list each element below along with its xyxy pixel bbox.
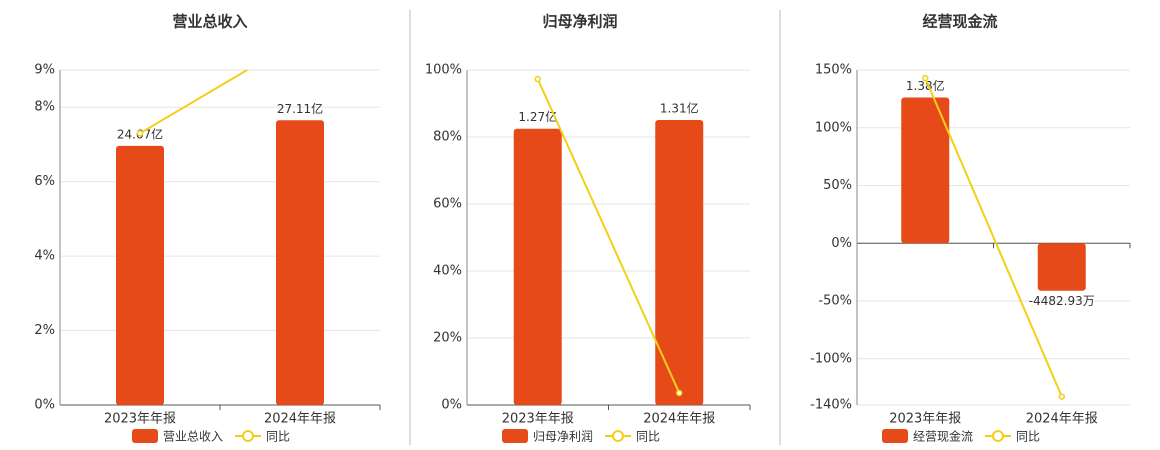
y-tick-label: 2% (34, 323, 55, 338)
y-tick-label: 9% (34, 63, 55, 78)
y-tick-label: 100% (425, 63, 462, 78)
y-tick-label: 6% (34, 174, 55, 189)
value-label: -4482.93万 (1029, 294, 1095, 308)
x-tick-label: 2023年年报 (502, 412, 574, 427)
legend-label: 同比 (266, 430, 290, 444)
legend-label: 营业总收入 (163, 430, 223, 444)
value-label: 1.38亿 (906, 78, 945, 93)
chart-title: 归母净利润 (542, 13, 617, 31)
x-tick-label: 2024年年报 (264, 412, 336, 427)
x-tick-label: 2024年年报 (643, 412, 715, 427)
y-tick-label: 8% (34, 100, 55, 115)
bar (116, 145, 164, 405)
y-tick-label: 100% (815, 120, 852, 135)
line (924, 77, 1063, 397)
line-point (1058, 393, 1065, 400)
y-tick-label: 80% (433, 130, 462, 145)
y-tick-label: 4% (34, 249, 55, 264)
y-tick-label: 0% (34, 398, 55, 413)
y-tick-label: 50% (823, 178, 852, 193)
legend-swatch (882, 429, 908, 443)
y-tick-label: 0% (441, 398, 462, 413)
chart-title: 经营现金流 (922, 13, 997, 31)
legend-label: 经营现金流 (913, 429, 973, 444)
legend-swatch (242, 430, 254, 442)
y-tick-label: 0% (831, 236, 852, 251)
legend-swatch (502, 429, 528, 443)
bar (1037, 243, 1086, 291)
x-tick-label: 2024年年报 (1026, 412, 1098, 427)
line (139, 70, 250, 135)
x-tick-label: 2023年年报 (889, 412, 961, 427)
line-point (922, 74, 929, 82)
line (536, 78, 681, 394)
bar (655, 120, 704, 405)
bar (276, 120, 324, 406)
value-label: 1.31亿 (660, 101, 699, 116)
chart-title: 营业总收入 (172, 13, 247, 31)
line-point (534, 75, 541, 83)
y-tick-label: 150% (815, 63, 852, 78)
x-tick-label: 2023年年报 (104, 412, 176, 427)
y-tick-label: 40% (433, 264, 462, 279)
y-tick-label: 60% (433, 197, 462, 212)
legend-swatch (992, 430, 1004, 442)
legend-label: 归母净利润 (533, 430, 593, 444)
bar (513, 128, 562, 405)
legend-swatch (612, 430, 624, 442)
legend-swatch (132, 429, 158, 443)
y-tick-label: -50% (818, 294, 852, 309)
value-label: 27.11亿 (277, 101, 323, 116)
value-label: 1.27亿 (518, 109, 557, 124)
y-tick-label: -100% (810, 351, 852, 366)
y-tick-label: 20% (433, 331, 462, 346)
legend-label: 同比 (1016, 430, 1040, 444)
legend-label: 同比 (636, 430, 660, 444)
bar (901, 97, 950, 244)
line-point (676, 389, 683, 397)
y-tick-label: -140% (810, 398, 852, 413)
line-point (136, 130, 144, 137)
